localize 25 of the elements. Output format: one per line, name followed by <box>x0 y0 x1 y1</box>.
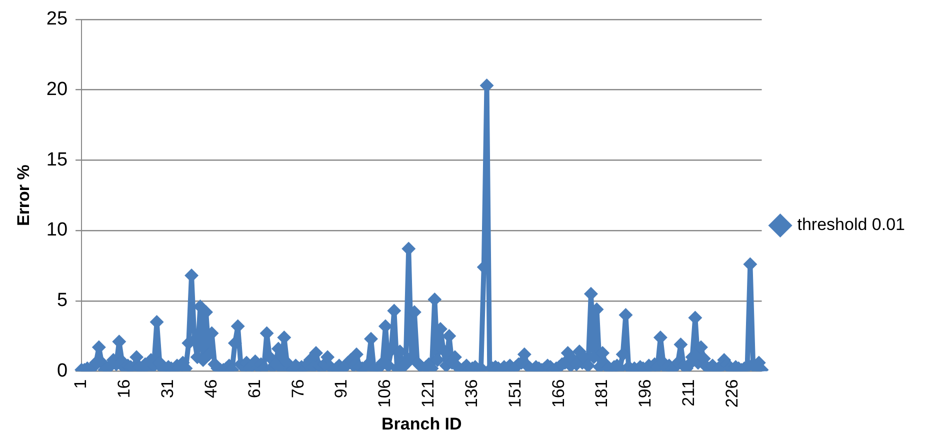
x-tick-label: 181 <box>592 379 612 408</box>
x-tick-label: 76 <box>288 379 308 398</box>
x-tick-label: 46 <box>201 379 220 398</box>
x-tick-label: 16 <box>114 379 134 398</box>
x-tick-label: 1 <box>71 379 90 389</box>
x-tick-label: 151 <box>505 379 524 408</box>
x-tick-label: 136 <box>462 379 481 408</box>
x-tick-label: 91 <box>332 379 351 398</box>
x-axis-title: Branch ID <box>381 414 462 434</box>
y-axis-title: Error % <box>14 164 33 226</box>
x-tick-label: 31 <box>158 379 178 398</box>
x-tick-label: 61 <box>244 379 264 398</box>
y-tick-label: 15 <box>46 149 68 170</box>
y-tick-label: 10 <box>46 220 68 241</box>
x-tick-label: 121 <box>418 379 438 408</box>
y-tick-label: 5 <box>56 290 68 312</box>
y-tick-label: 20 <box>46 79 68 100</box>
x-tick-label: 211 <box>679 379 698 406</box>
x-tick-label: 106 <box>375 379 394 408</box>
x-tick-label: 166 <box>548 379 568 408</box>
y-tick-label: 0 <box>56 360 68 382</box>
legend-label: threshold 0.01 <box>797 215 906 234</box>
x-tick-label: 196 <box>636 379 655 408</box>
y-tick-label: 25 <box>46 8 68 30</box>
x-tick-label: 226 <box>722 379 742 408</box>
